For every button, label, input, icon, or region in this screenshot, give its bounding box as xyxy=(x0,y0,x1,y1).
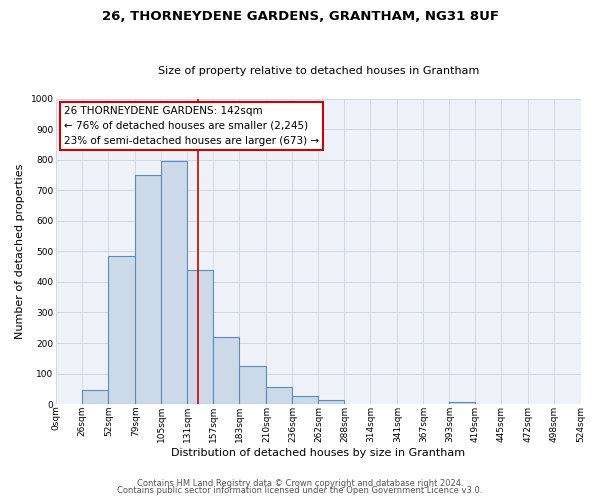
Text: Contains HM Land Registry data © Crown copyright and database right 2024.: Contains HM Land Registry data © Crown c… xyxy=(137,478,463,488)
Bar xyxy=(187,270,214,404)
X-axis label: Distribution of detached houses by size in Grantham: Distribution of detached houses by size … xyxy=(172,448,466,458)
Bar xyxy=(239,366,266,404)
Bar xyxy=(214,337,239,404)
Bar xyxy=(82,390,109,404)
Bar xyxy=(319,400,344,404)
Text: Contains public sector information licensed under the Open Government Licence v3: Contains public sector information licen… xyxy=(118,486,482,495)
Bar xyxy=(292,396,319,404)
Bar xyxy=(136,175,161,404)
Bar xyxy=(109,256,136,404)
Title: Size of property relative to detached houses in Grantham: Size of property relative to detached ho… xyxy=(158,66,479,76)
Y-axis label: Number of detached properties: Number of detached properties xyxy=(15,164,25,339)
Text: 26, THORNEYDENE GARDENS, GRANTHAM, NG31 8UF: 26, THORNEYDENE GARDENS, GRANTHAM, NG31 … xyxy=(101,10,499,23)
Text: 26 THORNEYDENE GARDENS: 142sqm
← 76% of detached houses are smaller (2,245)
23% : 26 THORNEYDENE GARDENS: 142sqm ← 76% of … xyxy=(64,106,319,146)
Bar xyxy=(161,161,187,404)
Bar xyxy=(266,388,292,404)
Bar xyxy=(449,402,475,404)
